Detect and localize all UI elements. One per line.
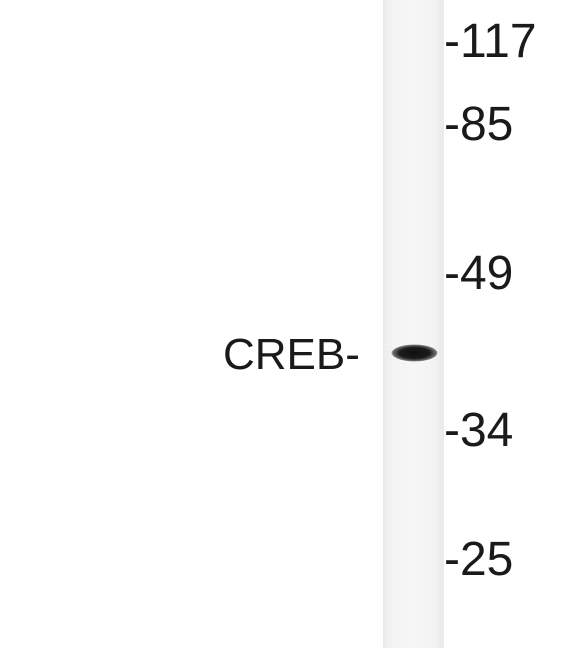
molecular-weight-marker-34: -34 xyxy=(444,404,514,457)
protein-band xyxy=(391,344,438,362)
lane-texture xyxy=(383,0,444,648)
blot-lane xyxy=(383,0,444,648)
molecular-weight-marker-25: -25 xyxy=(444,533,514,586)
target-protein-label: CREB- xyxy=(223,330,360,379)
molecular-weight-marker-85: -85 xyxy=(444,98,514,151)
molecular-weight-marker-117: -117 xyxy=(444,15,537,68)
molecular-weight-marker-49: -49 xyxy=(444,247,514,300)
